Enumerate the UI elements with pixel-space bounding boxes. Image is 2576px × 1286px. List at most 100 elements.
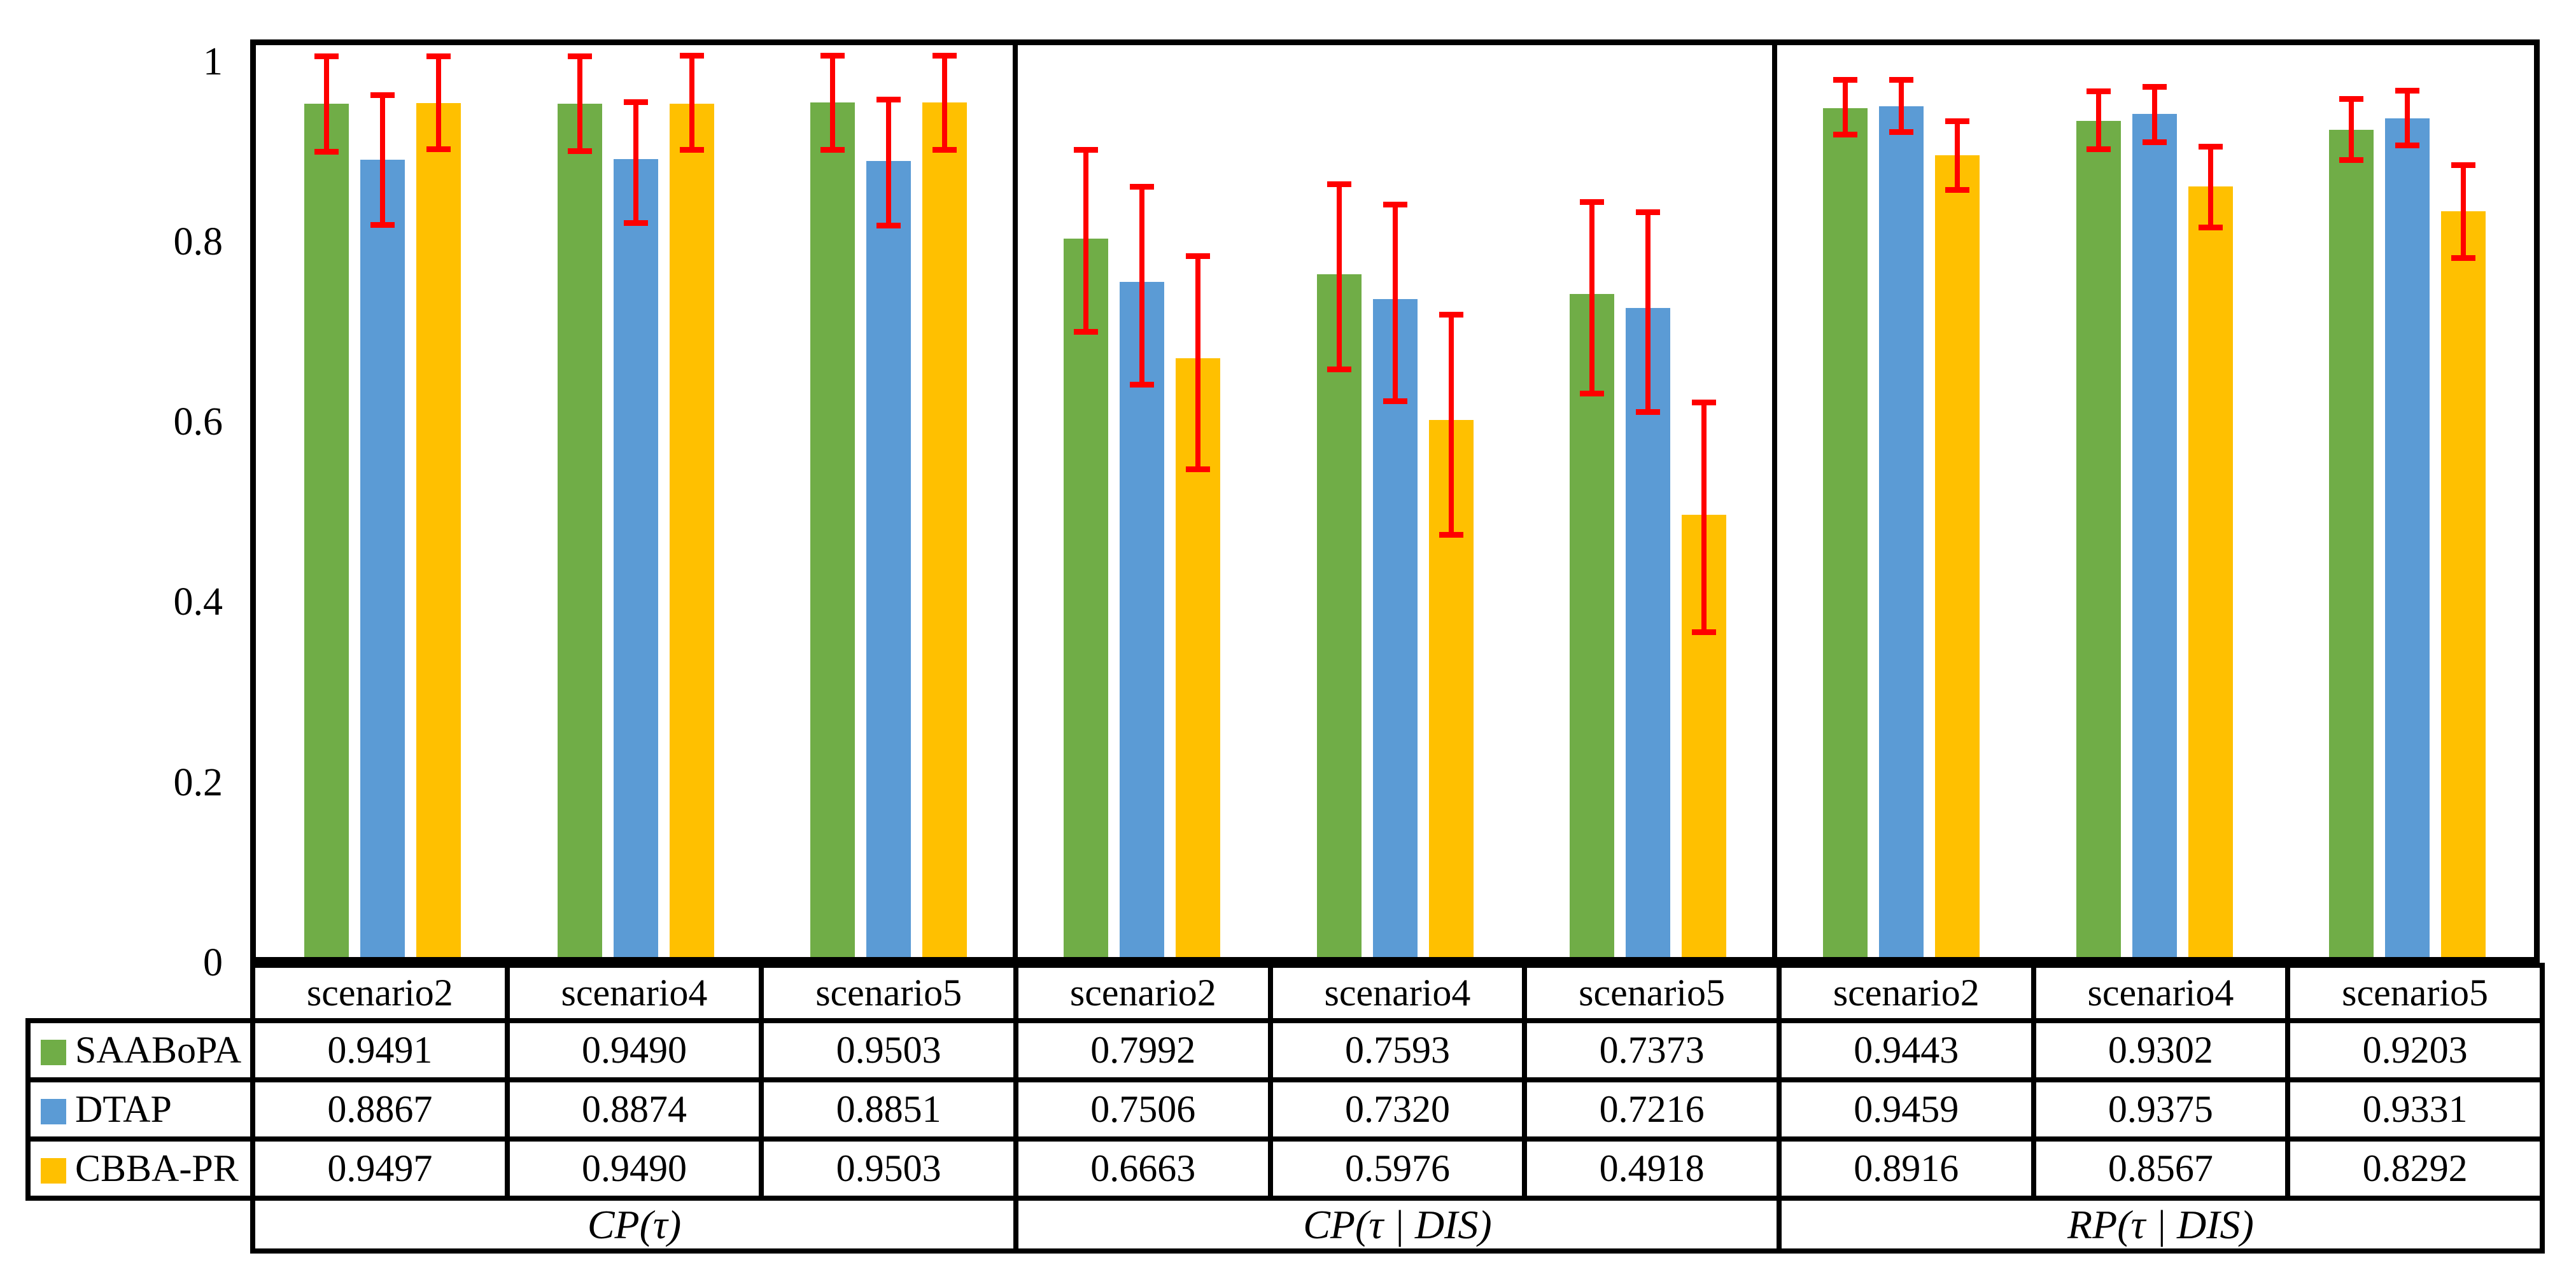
value-cell: 0.8292 [2285, 1136, 2545, 1201]
error-bar-cap-top [1439, 311, 1463, 318]
error-bar-cap-bottom [370, 221, 395, 228]
bar-DTAP-scenario2-g3 [1878, 106, 1924, 957]
error-bar-cap-bottom [876, 223, 901, 229]
bar-DTAP-scenario4-g2 [1372, 298, 1418, 957]
error-bar-cap-top [1383, 202, 1407, 208]
bar-SAABoPA-scenario4-g1 [557, 104, 602, 957]
error-bar-stem [830, 54, 836, 151]
error-bar-stem [435, 55, 441, 151]
error-bar-cap-bottom [1073, 328, 1098, 335]
bar-CBBA-PR-scenario4-g3 [2188, 186, 2233, 957]
y-axis-tick-label: 0.8 [173, 220, 223, 263]
value-cell: 0.8851 [759, 1077, 1018, 1142]
value-cell: 0.9459 [1776, 1077, 2036, 1142]
metric-label-cell: RP(τ | DIS) [1776, 1196, 2545, 1254]
error-bar-cap-bottom [2451, 255, 2476, 261]
error-bar-cap-top [314, 53, 339, 60]
series-row-DTAP: DTAP 0.8867 0.8874 0.8851 0.7506 0.7320 0.7216… [25, 1077, 2545, 1142]
error-bar-cap-top [1129, 184, 1154, 190]
error-bar-cap-bottom [567, 148, 592, 154]
error-bar-cap-bottom [314, 149, 339, 155]
error-bar-cap-top [2142, 84, 2167, 90]
error-bar-cap-top [2339, 95, 2364, 102]
group-divider-line [1013, 45, 1018, 957]
bar-chart-canvas [256, 45, 2534, 957]
value-cell: 0.7992 [1013, 1018, 1273, 1082]
error-bar-cap-bottom [1439, 532, 1463, 538]
value-cell: 0.9503 [759, 1136, 1018, 1201]
error-bar-cap-bottom [1692, 629, 1717, 635]
bar-CBBA-PR-scenario2-g1 [416, 103, 461, 957]
bar-SAABoPA-scenario5-g3 [2329, 129, 2374, 957]
bar-SAABoPA-scenario5-g1 [810, 102, 855, 957]
scenario-header-cell: scenario5 [1522, 963, 1782, 1023]
error-bar-cap-top [623, 99, 648, 106]
error-bar-cap-bottom [820, 147, 845, 153]
metric-label-row: CP(τ) CP(τ | DIS) RP(τ | DIS) [28, 1196, 2545, 1254]
error-bar-stem [2207, 145, 2213, 229]
series-row-SAABoPA: SAABoPA 0.9491 0.9490 0.9503 0.7992 0.7593 0.7… [25, 1018, 2545, 1082]
metric-label-cell: CP(τ) [250, 1196, 1018, 1254]
bar-DTAP-scenario5-g1 [866, 161, 911, 957]
error-bar-cap-top [2395, 87, 2420, 94]
legend-swatch-SAABoPA [41, 1040, 66, 1065]
error-bar-stem [1392, 203, 1398, 403]
legend-swatch-DTAP [41, 1099, 66, 1124]
scenario-header-cell: scenario4 [2031, 963, 2291, 1023]
error-bar-cap-bottom [426, 146, 451, 153]
error-bar-cap-bottom [1185, 466, 1210, 473]
bar-SAABoPA-scenario2-g1 [304, 103, 349, 957]
error-bar-cap-bottom [623, 220, 648, 226]
error-bar-cap-bottom [2198, 224, 2223, 230]
error-bar-stem [2405, 89, 2411, 147]
error-bar-cap-bottom [2142, 139, 2167, 145]
value-cell: 0.9490 [504, 1136, 764, 1201]
bar-CBBA-PR-scenario5-g3 [2441, 211, 2486, 957]
error-bar-stem [1083, 148, 1088, 333]
metric-label-cell: CP(τ | DIS) [1013, 1196, 1782, 1254]
error-bar-stem [689, 54, 694, 151]
bar-CBBA-PR-scenario4-g1 [669, 104, 714, 957]
bar-DTAP-scenario2-g2 [1119, 282, 1164, 957]
error-bar-cap-bottom [2339, 157, 2364, 163]
legend-label: CBBA-PR [75, 1147, 239, 1189]
bar-SAABoPA-scenario4-g2 [1316, 274, 1362, 957]
table-corner-blank [28, 965, 253, 1021]
error-bar-cap-top [2198, 143, 2223, 150]
value-cell: 0.9302 [2031, 1018, 2291, 1082]
y-axis-tick-label: 0 [203, 941, 223, 984]
error-bar-cap-top [1833, 76, 1857, 83]
error-bar-cap-bottom [1636, 409, 1661, 415]
error-bar-cap-bottom [679, 147, 704, 153]
error-bar-stem [1954, 120, 1960, 192]
value-cell: 0.6663 [1013, 1136, 1273, 1201]
value-cell: 0.9497 [250, 1136, 510, 1201]
value-cell: 0.9503 [759, 1018, 1018, 1082]
table-corner-blank [28, 1198, 253, 1251]
error-bar-stem [323, 55, 329, 153]
error-bar-stem [886, 98, 892, 227]
legend-label: SAABoPA [75, 1029, 242, 1071]
error-bar-stem [577, 55, 582, 153]
bar-chart-plot-area [250, 39, 2540, 963]
error-bar-cap-bottom [1580, 391, 1605, 397]
value-cell: 0.9443 [1776, 1018, 2036, 1082]
bar-SAABoPA-scenario4-g3 [2076, 120, 2121, 957]
value-cell: 0.8867 [250, 1077, 510, 1142]
error-bar-cap-bottom [2086, 146, 2111, 153]
value-cell: 0.8916 [1776, 1136, 2036, 1201]
value-cell: 0.4918 [1522, 1136, 1782, 1201]
error-bar-stem [633, 101, 638, 225]
error-bar-stem [942, 54, 948, 151]
scenario-header-cell: scenario2 [250, 963, 510, 1023]
scenario-header-row: scenario2 scenario4 scenario5 scenario2 scen… [28, 963, 2545, 1023]
error-bar-stem [1589, 200, 1595, 395]
bar-DTAP-scenario4-g1 [613, 159, 658, 957]
error-bar-cap-top [1889, 76, 1913, 83]
data-table: scenario2 scenario4 scenario5 scenario2 scen… [25, 963, 2545, 1254]
value-cell: 0.5976 [1267, 1136, 1528, 1201]
error-bar-cap-top [820, 52, 845, 59]
value-cell: 0.7373 [1522, 1018, 1782, 1082]
error-bar-stem [1336, 183, 1342, 371]
error-bar-cap-bottom [1129, 382, 1154, 388]
